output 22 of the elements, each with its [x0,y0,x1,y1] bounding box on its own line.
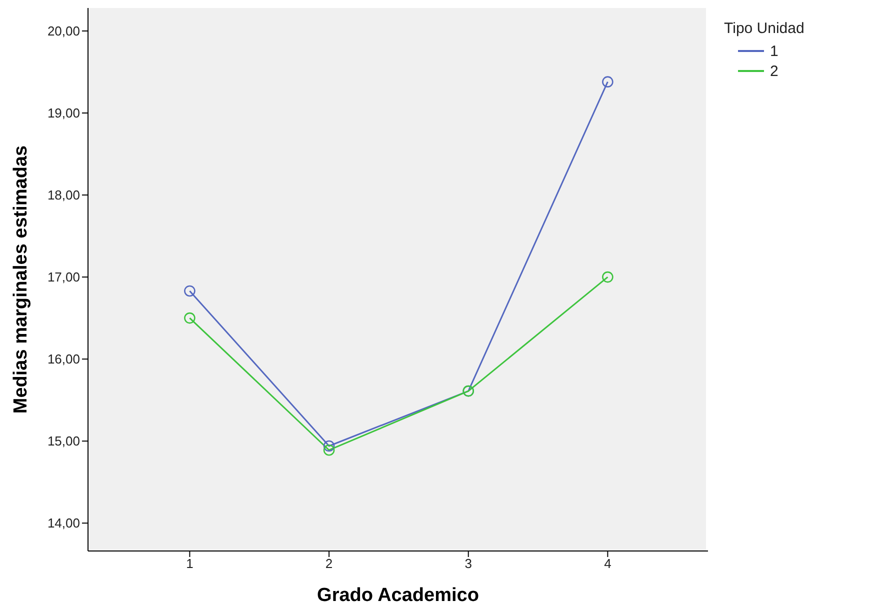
y-tick-label: 15,00 [47,434,80,449]
point [602,271,614,283]
y-tick-label: 19,00 [47,106,80,121]
legend-label: 1 [770,42,778,60]
y-tick-label: 20,00 [47,24,80,39]
x-tick-label: 1 [186,556,194,572]
x-axis-title: Grado Academico [317,585,479,606]
y-axis-title: Medias marginales estimadas [10,145,32,414]
x-tick-label: 3 [464,556,472,572]
y-tick-label: 18,00 [47,188,80,203]
y-tick-label: 16,00 [47,352,80,367]
legend-title: Tipo Unidad [724,20,804,37]
x-tick-label: 4 [604,556,612,572]
point [323,440,335,452]
point [323,444,335,456]
point [184,285,196,297]
y-tick-label: 17,00 [47,270,80,285]
point [602,76,614,88]
legend-label: 2 [770,62,778,80]
y-tick-label: 14,00 [47,516,80,531]
x-tick-label: 2 [325,556,333,572]
point [184,312,196,324]
